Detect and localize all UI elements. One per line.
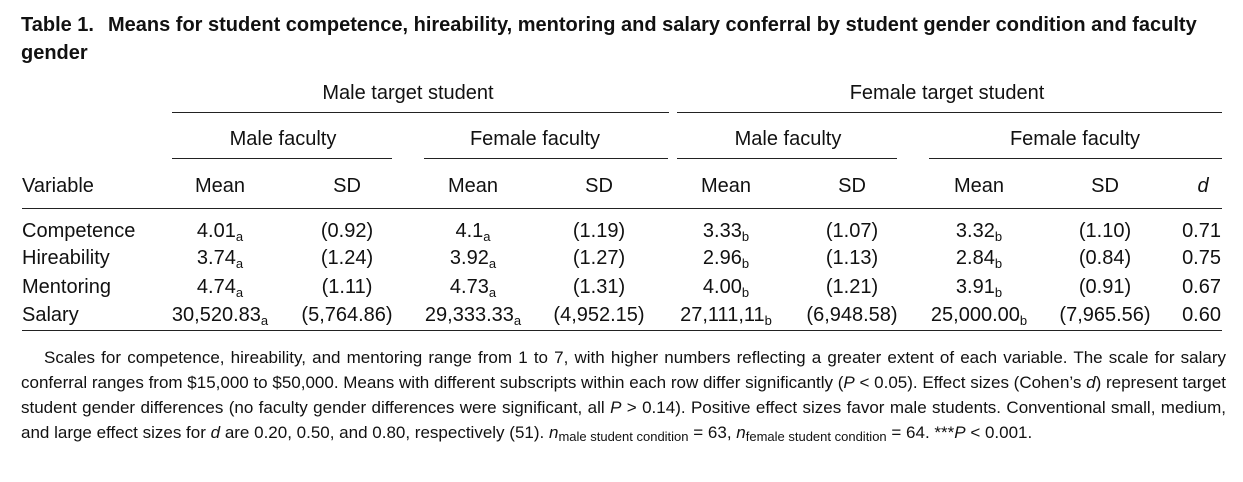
mean-value: 25,000.00b	[930, 304, 1028, 328]
mean-header: Mean	[953, 175, 1005, 197]
mean-value: 2.84b	[955, 247, 1003, 271]
sd-value: (1.19)	[572, 220, 626, 242]
mean-value: 29,333.33a	[424, 304, 522, 328]
group-header: Female target student	[849, 82, 1045, 104]
row-label: Mentoring	[22, 276, 111, 298]
row-label: Hireability	[22, 247, 110, 269]
row-label: Salary	[22, 304, 79, 326]
sd-value: (1.11)	[321, 276, 373, 298]
sd-value: (0.84)	[1078, 247, 1132, 269]
sd-header: SD	[333, 175, 361, 197]
sd-header: SD	[585, 175, 613, 197]
table-title: Means for student competence, hireabilit…	[21, 14, 1197, 64]
subgroup-header: Male faculty	[229, 128, 337, 150]
table-label: Table 1.	[21, 14, 94, 36]
mean-value: 27,111,11b	[680, 304, 772, 328]
subgroup-rule	[172, 158, 392, 159]
sd-value: (0.91)	[1078, 276, 1132, 298]
table-caption: Table 1. Means for student competence, hi…	[21, 11, 1226, 67]
d-value: 0.75	[1182, 247, 1221, 269]
mean-value: 3.33b	[702, 220, 750, 244]
sd-value: (1.10)	[1078, 220, 1132, 242]
sd-value: (5,764.86)	[301, 304, 393, 326]
header-rule	[22, 208, 1222, 209]
table-notes: Scales for competence, hireability, and …	[21, 348, 1226, 444]
mean-header: Mean	[194, 175, 246, 197]
group-rule	[172, 112, 669, 113]
d-value: 0.60	[1182, 304, 1221, 326]
mean-value: 4.73a	[449, 276, 497, 300]
subgroup-header: Female faculty	[1009, 128, 1141, 150]
sd-value: (0.92)	[320, 220, 374, 242]
d-value: 0.67	[1182, 276, 1221, 298]
variable-header: Variable	[22, 175, 94, 197]
bottom-rule	[22, 330, 1222, 331]
mean-value: 3.91b	[955, 276, 1003, 300]
mean-value: 3.92a	[449, 247, 497, 271]
mean-value: 3.74a	[196, 247, 244, 271]
subgroup-rule	[677, 158, 897, 159]
sd-value: (1.21)	[825, 276, 879, 298]
subgroup-rule	[929, 158, 1222, 159]
group-header: Male target student	[322, 82, 494, 104]
row-label: Competence	[22, 220, 136, 242]
subgroup-rule	[424, 158, 668, 159]
mean-value: 3.32b	[955, 220, 1003, 244]
sd-value: (1.24)	[320, 247, 374, 269]
sd-header: SD	[838, 175, 866, 197]
mean-header: Mean	[447, 175, 499, 197]
sd-value: (1.13)	[825, 247, 879, 269]
d-header: d	[1197, 175, 1209, 197]
sd-value: (1.27)	[572, 247, 626, 269]
sd-value: (1.07)	[825, 220, 879, 242]
mean-value: 4.1a	[455, 220, 491, 244]
sd-value: (4,952.15)	[553, 304, 645, 326]
mean-value: 4.01a	[196, 220, 244, 244]
sd-value: (1.31)	[572, 276, 626, 298]
d-value: 0.71	[1182, 220, 1221, 242]
mean-value: 2.96b	[702, 247, 750, 271]
sd-value: (6,948.58)	[806, 304, 898, 326]
mean-value: 30,520.83a	[171, 304, 269, 328]
group-rule	[677, 112, 1222, 113]
mean-value: 4.74a	[196, 276, 244, 300]
subgroup-header: Male faculty	[734, 128, 842, 150]
mean-header: Mean	[700, 175, 752, 197]
sd-header: SD	[1091, 175, 1119, 197]
sd-value: (7,965.56)	[1059, 304, 1151, 326]
mean-value: 4.00b	[702, 276, 750, 300]
subgroup-header: Female faculty	[469, 128, 601, 150]
